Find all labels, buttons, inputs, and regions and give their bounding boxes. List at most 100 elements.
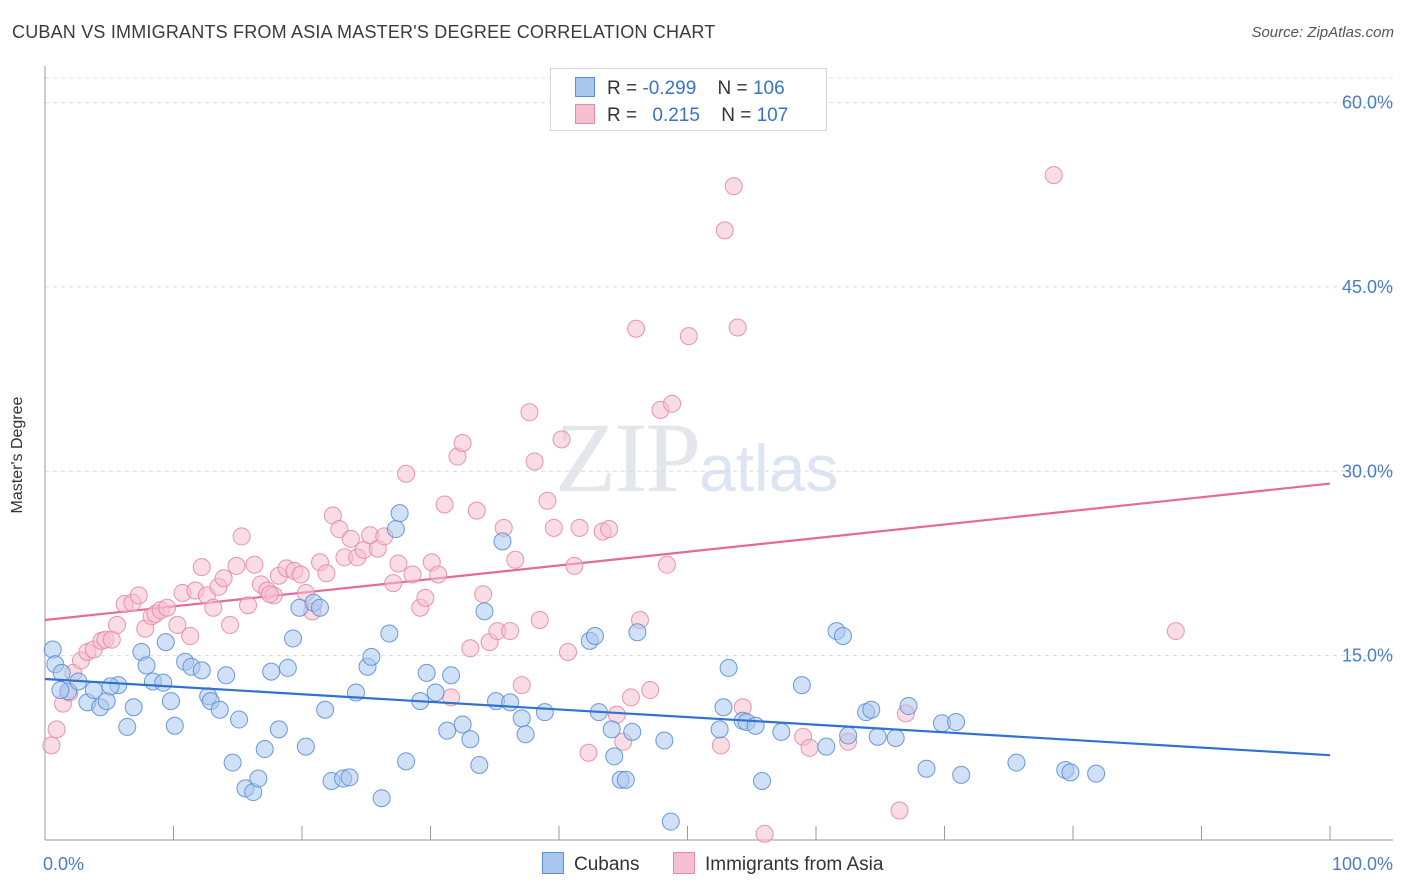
cubans-point [426, 683, 445, 702]
asia-point [552, 430, 571, 449]
cubans-point [124, 698, 143, 717]
cubans-point [470, 756, 489, 775]
cubans-point [862, 700, 881, 719]
asia-point [330, 520, 349, 539]
asia-point [755, 824, 774, 843]
asia-point [192, 558, 211, 577]
cubans-point [1007, 753, 1026, 772]
asia-point [657, 555, 676, 574]
asia-point [724, 177, 743, 196]
asia-point [232, 527, 251, 546]
asia-point [565, 556, 584, 575]
asia-point [474, 585, 493, 604]
asia-point [890, 801, 909, 820]
cubans-point [284, 629, 303, 648]
cubans-point [269, 720, 288, 739]
x-tick-label: 100.0% [1332, 854, 1393, 874]
asia-point [429, 565, 448, 584]
asia-point [384, 574, 403, 593]
cubans-point [710, 720, 729, 739]
asia-trend-layer [44, 482, 1331, 622]
cubans-point [475, 602, 494, 621]
watermark-zip: ZIP [555, 402, 701, 513]
asia-point [107, 615, 126, 634]
asia-swatch [575, 104, 595, 124]
asia-trend-line [44, 482, 1331, 622]
tick-labels: 15.0% 30.0% 45.0% 60.0% 0.0% 100.0% [43, 93, 1393, 874]
cubans-point [397, 752, 416, 771]
asia-point [204, 598, 223, 617]
cubans-point [165, 716, 184, 735]
cubans-point [661, 812, 680, 831]
cubans-point [362, 647, 381, 666]
asia-point [1044, 166, 1063, 185]
legend-row-asia: R = 0.215 N = 107 [575, 104, 788, 126]
cubans-point [438, 721, 457, 740]
asia-point [435, 495, 454, 514]
cubans-point [833, 626, 852, 645]
cubans-point [1061, 763, 1080, 782]
cubans-point [340, 768, 359, 787]
asia-point [715, 221, 734, 240]
watermark: ZIPatlas [555, 400, 838, 515]
axes [44, 66, 1393, 841]
cubans-point [772, 722, 791, 741]
asia-point [501, 622, 520, 641]
cubans-point [792, 676, 811, 695]
cubans-point [217, 666, 236, 685]
asia-point [663, 394, 682, 413]
y-tick-label: 30.0% [1342, 461, 1393, 481]
asia-point [214, 569, 233, 588]
legend-r-value: -0.299 [642, 78, 697, 99]
legend-row-cubans: R = -0.299 N = 106 [575, 77, 785, 99]
legend-r-label: R = [607, 105, 638, 126]
legend-r-value: 0.215 [652, 105, 700, 126]
source-label: Source: ZipAtlas.com [1251, 24, 1394, 41]
asia-point [291, 565, 310, 584]
cubans-point [310, 598, 329, 617]
asia-point [530, 611, 549, 630]
asia-point [397, 464, 416, 483]
asia-point [403, 565, 422, 584]
asia-point [520, 403, 539, 422]
cubans-point [154, 673, 173, 692]
cubans-point [417, 663, 436, 682]
cubans-points [43, 504, 1106, 831]
asia-point [341, 529, 360, 548]
cubans-point [535, 703, 554, 722]
asia-point [181, 626, 200, 645]
cubans-point [628, 623, 647, 642]
cubans-point [386, 520, 405, 539]
cubans-point [605, 747, 624, 766]
cubans-point [316, 700, 335, 719]
asia-point [129, 586, 148, 605]
cubans-point [97, 692, 116, 711]
cubans-point [753, 772, 772, 791]
cubans-point [118, 717, 137, 736]
asia-point [621, 688, 640, 707]
y-tick-label: 60.0% [1342, 93, 1393, 113]
cubans-point [461, 730, 480, 749]
asia-swatch [673, 852, 695, 874]
bottom-legend-cubans: Cubans [542, 852, 640, 876]
asia-point [579, 743, 598, 762]
cubans-point [602, 720, 621, 739]
asia-point [158, 598, 177, 617]
cubans-point [51, 681, 70, 700]
asia-point [467, 501, 486, 520]
asia-point [641, 681, 660, 700]
y-tick-label: 45.0% [1342, 277, 1393, 297]
asia-point [260, 585, 279, 604]
cubans-point [453, 715, 472, 734]
asia-point [453, 434, 472, 453]
cubans-point [442, 666, 461, 685]
asia-point [627, 319, 646, 338]
cubans-point [817, 737, 836, 756]
cubans-point [230, 710, 249, 729]
cubans-point [952, 765, 971, 784]
cubans-point [255, 740, 274, 759]
cubans-swatch [575, 77, 595, 97]
asia-point [389, 554, 408, 573]
asia-point [506, 550, 525, 569]
asia-point [512, 676, 531, 695]
